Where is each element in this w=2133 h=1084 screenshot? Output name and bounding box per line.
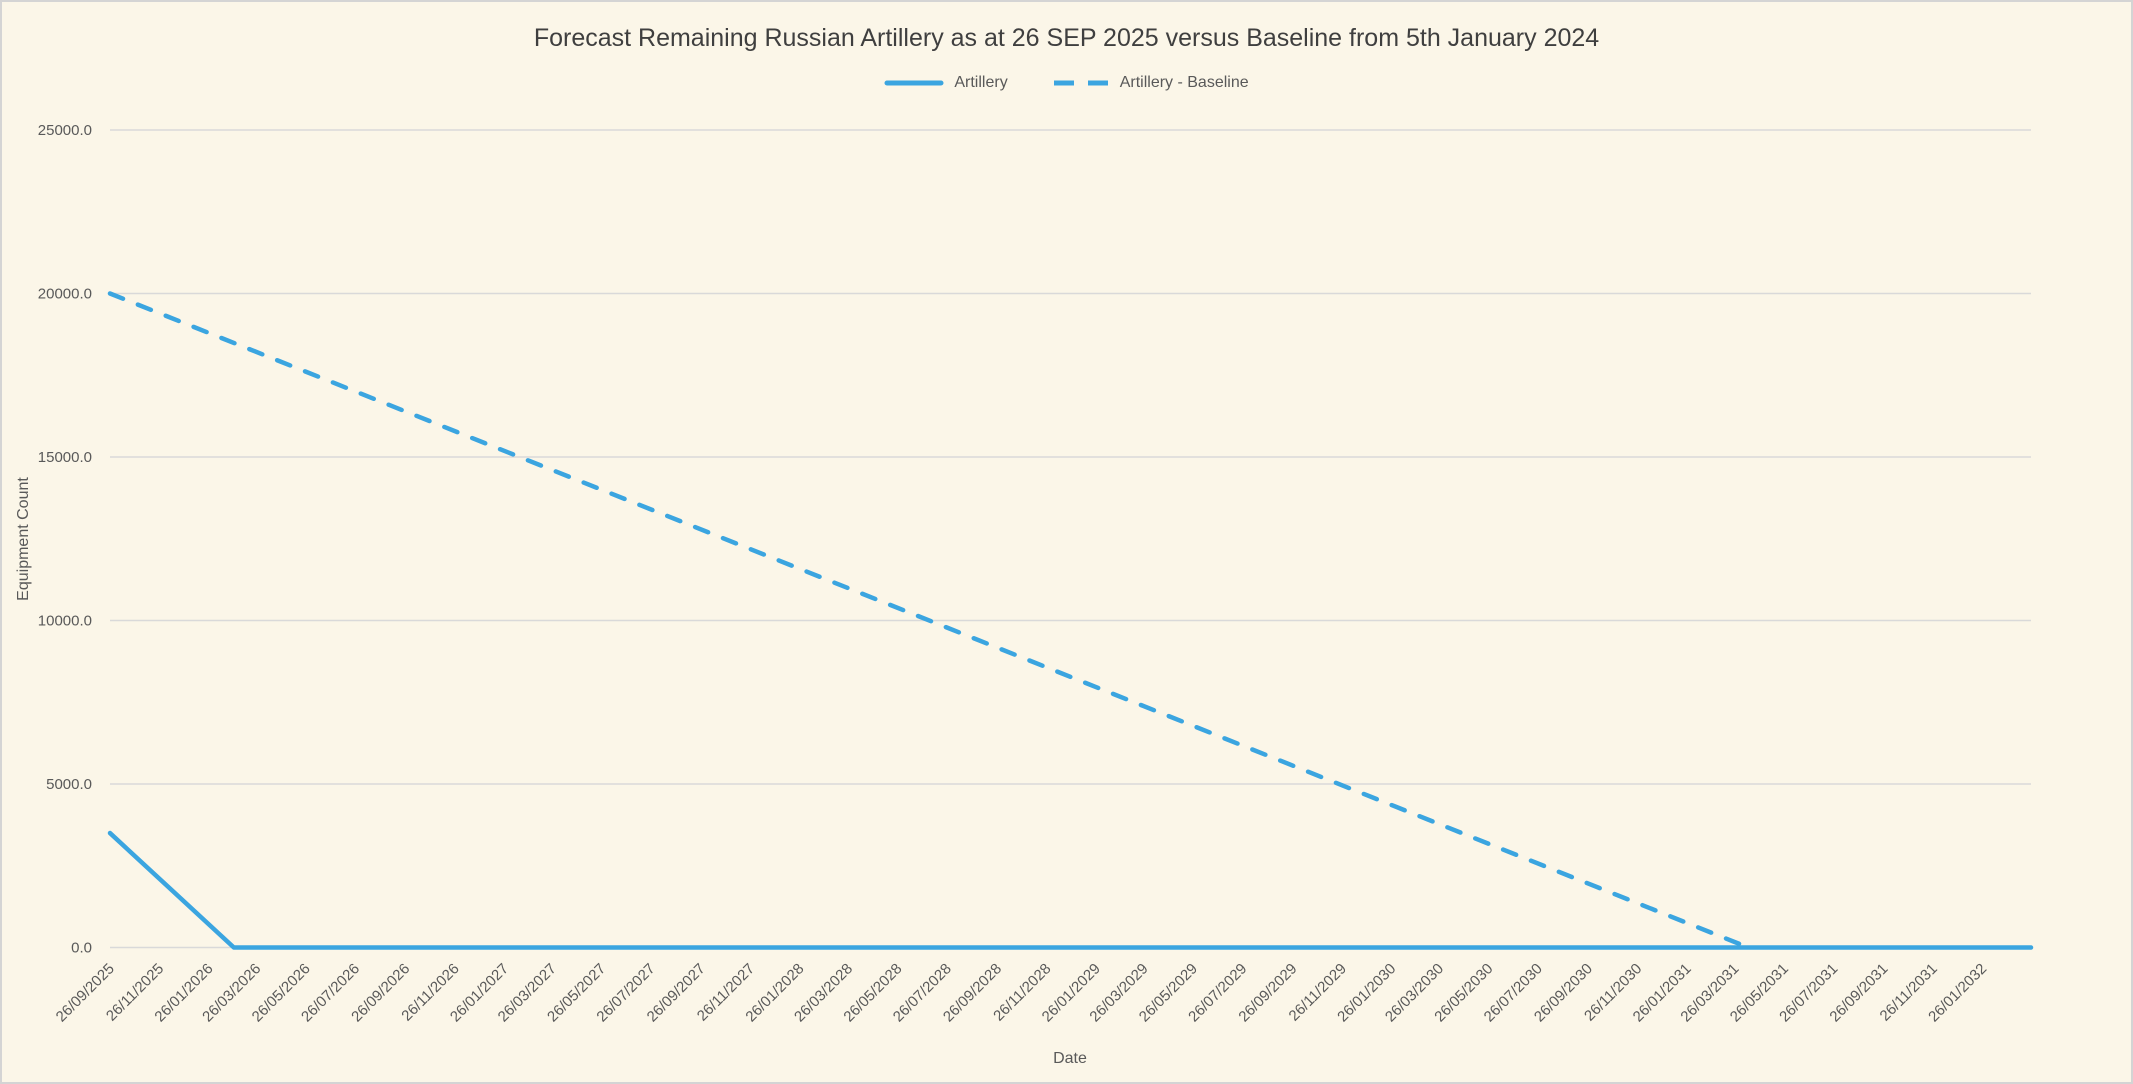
y-tick-label: 5000.0	[46, 776, 92, 793]
y-tick-label: 25000.0	[38, 122, 92, 139]
legend-item-artillery[interactable]: Artillery	[884, 74, 1008, 92]
legend-item-artillery-baseline[interactable]: Artillery - Baseline	[1052, 74, 1249, 92]
y-tick-label: 0.0	[71, 940, 92, 957]
y-tick-label: 10000.0	[38, 613, 92, 630]
legend-solid-line-swatch	[884, 80, 944, 86]
chart-legend: Artillery Artillery - Baseline	[2, 74, 2131, 92]
legend-label-artillery: Artillery	[954, 74, 1008, 91]
artillery-baseline-line	[107, 291, 1751, 950]
legend-dashed-line-swatch	[1053, 80, 1108, 86]
legend-label-artillery-baseline: Artillery - Baseline	[1119, 74, 1249, 91]
x-axis-title: Date	[1053, 1050, 1087, 1067]
artillery-line	[107, 830, 2034, 950]
y-tick-label: 15000.0	[38, 449, 92, 466]
chart-title: Forecast Remaining Russian Artillery as …	[533, 24, 1600, 52]
y-axis-title: Equipment Count	[15, 477, 32, 601]
y-tick-label: 20000.0	[38, 286, 92, 303]
